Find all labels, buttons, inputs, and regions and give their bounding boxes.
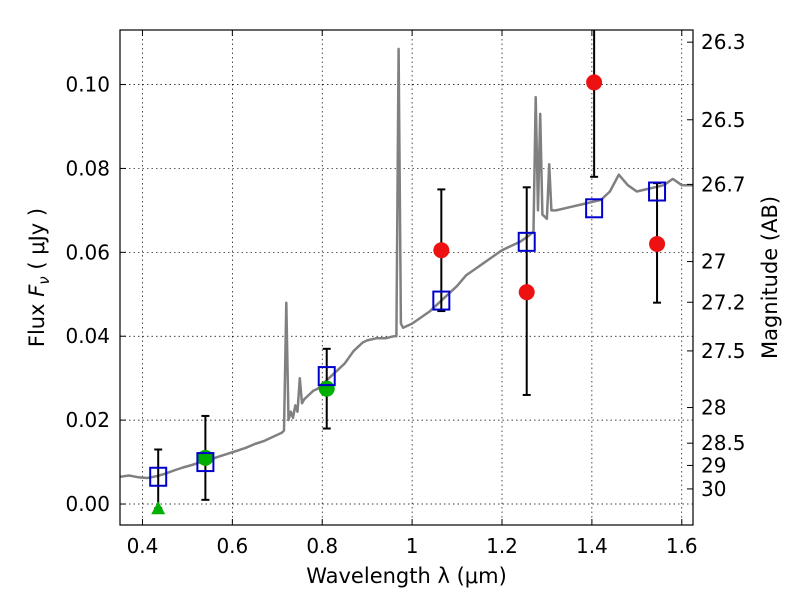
- x-tick-label: 0.6: [216, 534, 248, 558]
- y2-tick-label: 29: [701, 453, 726, 477]
- x-tick-label: 1.6: [666, 534, 698, 558]
- model-flux-marker: [517, 231, 536, 252]
- model-flux-marker: [432, 290, 451, 311]
- y-axis-label-prefix: Flux: [25, 297, 49, 347]
- data-point: [433, 242, 450, 259]
- errorbar-layer: [154, 30, 662, 510]
- data-point: [649, 235, 666, 252]
- data-point: [586, 74, 603, 91]
- y-tick-label: 0.02: [65, 408, 110, 432]
- x-tick-label: 1.4: [576, 534, 608, 558]
- y2-tick-label: 27: [701, 250, 726, 274]
- y-axis-label-symbol: F: [25, 284, 49, 297]
- model-flux-marker: [149, 466, 168, 487]
- y-tick-label: 0.08: [65, 156, 110, 180]
- x-axis-label: Wavelength λ (μm): [306, 564, 507, 588]
- y2-tick-label: 26.7: [701, 172, 746, 196]
- marker-layer: [149, 74, 667, 515]
- y-tick-label: 0.06: [65, 240, 110, 264]
- x-tick-label: 1.2: [486, 534, 518, 558]
- data-point: [318, 380, 335, 397]
- plot-frame: [119, 29, 694, 526]
- y-axis-label-suffix: ( μJy ): [25, 208, 49, 276]
- y2-axis-label: Magnitude (AB): [758, 196, 782, 359]
- y2-tick-label: 28.5: [701, 431, 746, 455]
- y-tick-label: 0.10: [65, 73, 110, 97]
- model-spectrum-line: [119, 47, 693, 480]
- y2-tick-label: 30: [701, 477, 726, 501]
- y2-tick-label: 27.2: [701, 290, 746, 314]
- y2-tick-label: 27.5: [701, 339, 746, 363]
- data-point: [518, 284, 535, 301]
- model-flux-marker: [317, 366, 336, 387]
- x-tick-label: 1: [406, 534, 419, 558]
- model-flux-marker: [648, 181, 667, 202]
- upper-limit-marker: [151, 501, 166, 515]
- y-axis-label-subscript: ν: [35, 276, 53, 284]
- y-tick-label: 0.04: [65, 324, 110, 348]
- x-tick-label: 0.8: [306, 534, 338, 558]
- y-tick-label: 0.00: [65, 492, 110, 516]
- y2-tick-label: 26.3: [701, 30, 746, 54]
- y-axis-label: Flux Fν ( μJy ): [25, 208, 53, 347]
- y2-tick-label: 28: [701, 396, 726, 420]
- model-flux-marker: [585, 198, 604, 219]
- y2-tick-label: 26.5: [701, 108, 746, 132]
- x-tick-label: 0.4: [127, 534, 159, 558]
- model-spectrum-layer: [119, 47, 693, 480]
- model-flux-marker: [196, 452, 215, 473]
- tick-layer: 0.4 0.6 0.8 1 1.2 1.4 1.6 0.00 0.02 0.04 0.06 0.08 0…: [65, 30, 746, 558]
